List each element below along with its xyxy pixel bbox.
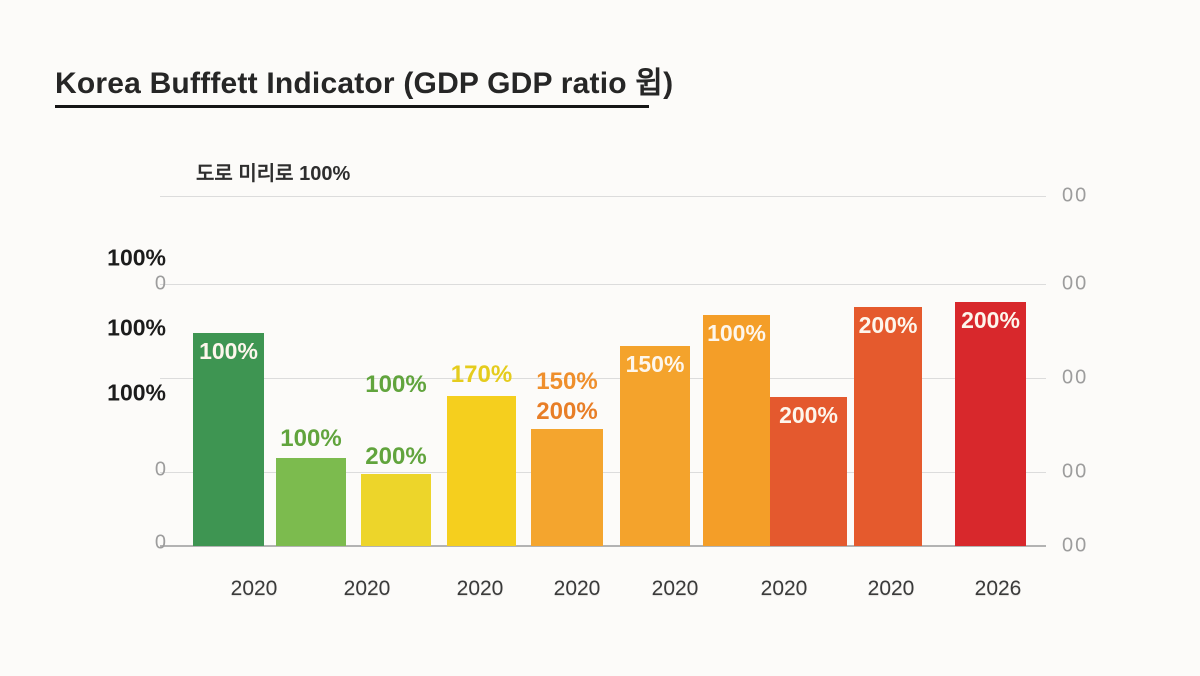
bar: 200% bbox=[955, 302, 1026, 546]
bar: 200% bbox=[770, 397, 847, 546]
y-axis-label-left: 100% bbox=[107, 244, 166, 271]
bar-value-label: 150% bbox=[625, 351, 685, 377]
bar: 100% bbox=[703, 315, 770, 546]
bar-value-label: 200% bbox=[365, 443, 427, 470]
y-axis-label-right: 00 bbox=[1062, 366, 1089, 389]
bar-value-label: 200% bbox=[779, 402, 838, 428]
y-axis-label-left: 0 bbox=[154, 458, 166, 481]
bar-value-label: 200% bbox=[961, 307, 1020, 333]
page-title: Korea Bufffett Indicator (GDP GDP ratio … bbox=[55, 67, 674, 100]
y-axis-label-right: 00 bbox=[1062, 184, 1089, 207]
bar bbox=[447, 396, 516, 546]
bar-value-label: 100% bbox=[707, 320, 766, 346]
bar: 100% bbox=[193, 333, 264, 546]
x-axis-label: 2020 bbox=[456, 577, 504, 600]
bar: 150% bbox=[620, 346, 690, 546]
bar-value-label: 100% bbox=[365, 371, 427, 398]
bar-value-label: 100% bbox=[280, 425, 342, 452]
y-axis-label-right: 00 bbox=[1062, 460, 1089, 483]
bar: 200% bbox=[854, 307, 922, 546]
x-axis-line bbox=[160, 545, 1046, 547]
y-axis-label-left: 100% bbox=[107, 379, 166, 406]
gridline bbox=[160, 284, 1046, 285]
x-axis-label: 2020 bbox=[867, 577, 915, 600]
y-axis-label-left: 0 bbox=[154, 272, 166, 295]
gridline bbox=[160, 196, 1046, 197]
x-axis-label: 2020 bbox=[230, 577, 278, 600]
x-axis-label: 2020 bbox=[553, 577, 601, 600]
x-axis-label: 2020 bbox=[651, 577, 699, 600]
bar bbox=[276, 458, 346, 546]
x-axis-label: 2020 bbox=[343, 577, 391, 600]
bar-value-label: 100% bbox=[199, 338, 258, 364]
bar-value-label: 170% bbox=[450, 361, 513, 388]
bar-value-label: 150% bbox=[536, 368, 598, 395]
bar-value-label: 200% bbox=[858, 312, 918, 338]
x-axis-label: 2026 bbox=[974, 577, 1022, 600]
x-axis-label: 2020 bbox=[760, 577, 808, 600]
chart-subtitle: 도로 미리로 100% bbox=[196, 163, 351, 185]
gridline bbox=[160, 472, 1046, 473]
y-axis-label-left: 0 bbox=[154, 531, 166, 554]
bar-value-label: 200% bbox=[536, 398, 598, 425]
title-underline bbox=[55, 105, 649, 108]
gridline bbox=[160, 378, 1046, 379]
bar bbox=[531, 429, 603, 546]
y-axis-label-left: 100% bbox=[107, 314, 166, 341]
y-axis-label-right: 00 bbox=[1062, 272, 1089, 295]
bar bbox=[361, 474, 431, 546]
y-axis-label-right: 00 bbox=[1062, 534, 1089, 557]
